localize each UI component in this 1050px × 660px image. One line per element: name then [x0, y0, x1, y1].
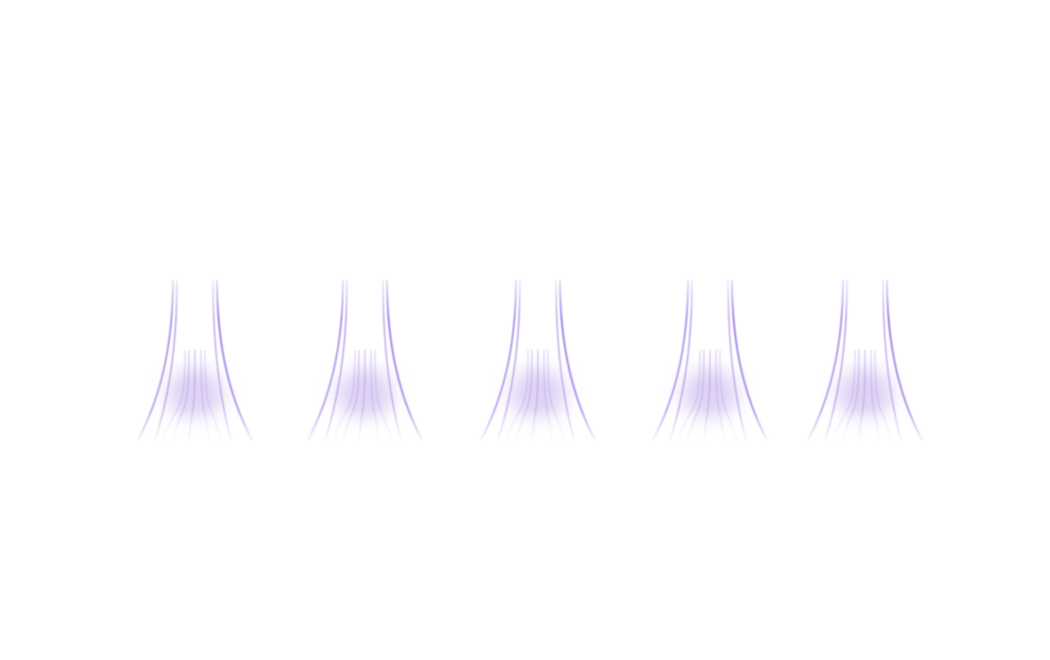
beam-line — [703, 349, 711, 441]
beam-glow — [510, 369, 566, 421]
beam-line — [172, 349, 190, 441]
light-beam — [480, 279, 596, 441]
light-beam — [307, 279, 423, 441]
beam-line — [858, 349, 866, 441]
beam-line — [547, 349, 565, 441]
beam-line — [669, 279, 693, 441]
beam-line — [332, 349, 356, 441]
beam-line — [137, 279, 174, 441]
beam-line — [324, 279, 348, 441]
beam-line — [842, 349, 860, 441]
beam-line — [719, 349, 737, 441]
light-beam — [807, 279, 923, 441]
beam-line — [807, 279, 844, 441]
beam-line — [216, 279, 253, 441]
beam-line — [154, 279, 178, 441]
beam-glow — [682, 369, 738, 421]
beam-line — [505, 349, 529, 441]
beam-line — [652, 279, 689, 441]
beam-line — [188, 349, 196, 441]
beam-line — [687, 349, 705, 441]
beam-line — [832, 349, 856, 441]
beam-line — [497, 279, 521, 441]
beam-line — [886, 279, 923, 441]
beam-line — [555, 279, 575, 441]
beam-line — [543, 349, 553, 441]
beam-line — [204, 349, 222, 441]
beam-line — [677, 349, 701, 441]
beam-line — [882, 279, 902, 441]
beam-line — [307, 279, 344, 441]
beam-line — [212, 279, 232, 441]
beam-glow — [337, 369, 393, 421]
beam-glow — [837, 369, 893, 421]
beam-line — [515, 349, 533, 441]
beam-line — [342, 349, 360, 441]
beam-line — [370, 349, 380, 441]
beam-line — [874, 349, 892, 441]
beam-line — [870, 349, 880, 441]
beam-line — [200, 349, 210, 441]
beam-line — [374, 349, 392, 441]
beam-line — [727, 279, 747, 441]
beam-glow — [167, 369, 223, 421]
beam-line — [480, 279, 517, 441]
beam-line — [162, 349, 186, 441]
beam-line — [531, 349, 539, 441]
beam-line — [559, 279, 596, 441]
beam-line — [382, 279, 402, 441]
beam-line — [358, 349, 366, 441]
light-beam — [137, 279, 253, 441]
beam-line — [715, 349, 725, 441]
beam-line — [824, 279, 848, 441]
light-beam — [652, 279, 768, 441]
beam-line — [386, 279, 423, 441]
beam-line — [731, 279, 768, 441]
